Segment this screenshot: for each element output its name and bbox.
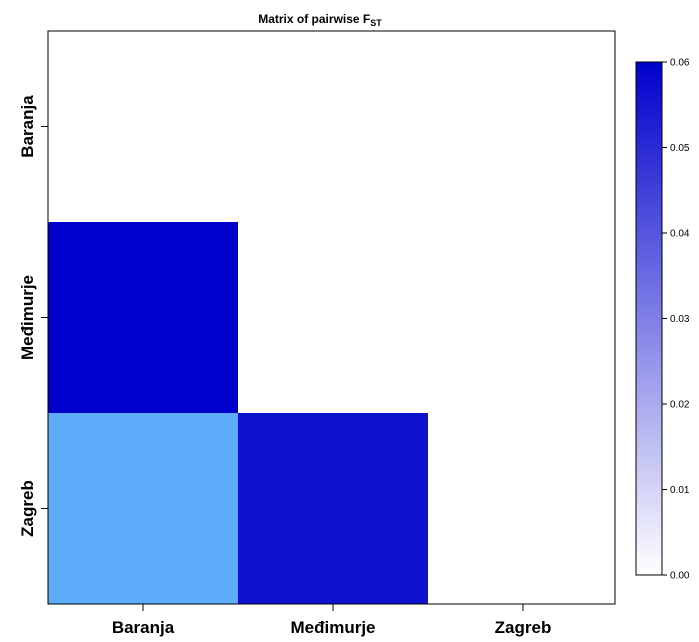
heatmap-cell-zagreb-medimurje xyxy=(238,413,428,604)
heatmap-cell-medimurje-baranja xyxy=(48,222,238,413)
chart-title: Matrix of pairwise FST xyxy=(258,12,382,28)
colorbar-tick-label: 0.03 xyxy=(670,314,690,325)
y-tick-label-medimurje: Međimurje xyxy=(18,275,37,360)
colorbar-gradient xyxy=(635,61,663,576)
chart-title-subscript: ST xyxy=(370,18,382,28)
x-tick-label-zagreb: Zagreb xyxy=(495,618,552,637)
colorbar-tick-label: 0.04 xyxy=(670,229,690,240)
colorbar-tick-label: 0.06 xyxy=(670,58,690,69)
x-tick-label-medimurje: Međimurje xyxy=(290,618,375,637)
colorbar-tick-label: 0.00 xyxy=(670,571,690,582)
colorbar-tick-label: 0.05 xyxy=(670,143,690,154)
colorbar: 0.00 0.01 0.02 0.03 0.04 0.05 0.06 xyxy=(635,58,690,582)
y-tick-label-baranja: Baranja xyxy=(18,95,37,158)
chart-title-main: Matrix of pairwise F xyxy=(258,12,370,26)
heatmap-cells xyxy=(48,222,428,604)
heatmap-cell-zagreb-baranja xyxy=(48,413,238,604)
colorbar-tick-label: 0.01 xyxy=(670,485,690,496)
y-tick-label-zagreb: Zagreb xyxy=(18,480,37,537)
colorbar-tick-label: 0.02 xyxy=(670,400,690,411)
axes: Baranja Međimurje Zagreb Baranja Međimurje Za… xyxy=(18,95,551,637)
x-tick-label-baranja: Baranja xyxy=(112,618,175,637)
